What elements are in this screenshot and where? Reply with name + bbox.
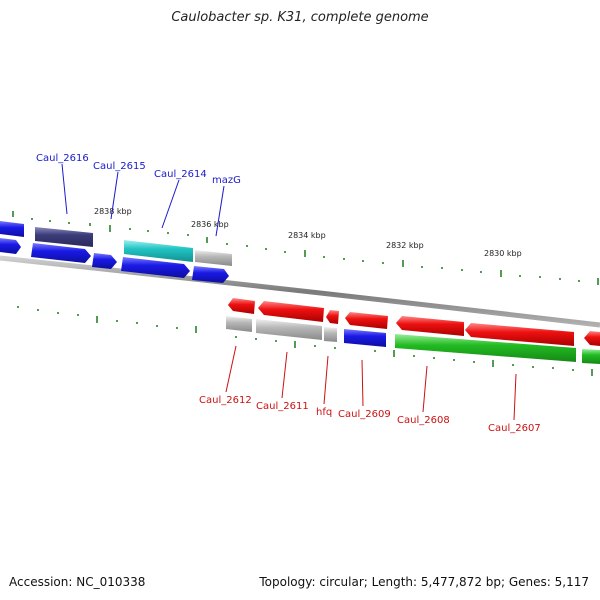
gene-box-caul-2608[interactable] bbox=[395, 334, 576, 362]
lower-label-leaders bbox=[225, 345, 517, 421]
gene-arrow-offscreen-2[interactable] bbox=[0, 238, 21, 254]
gene-box-caul-2609[interactable] bbox=[344, 329, 386, 347]
kbp-label-2832: 2832 kbp bbox=[386, 241, 424, 250]
gene-arrow-caul-2607-red[interactable] bbox=[465, 323, 574, 346]
gene-arrow-caul-2614[interactable] bbox=[124, 240, 193, 262]
map-title: Caulobacter sp. K31, complete genome bbox=[171, 10, 429, 25]
gene-arrow-offscreen-1[interactable] bbox=[0, 221, 24, 237]
upper-label-leaders bbox=[61, 163, 225, 237]
gene-arrow-hfq-red[interactable] bbox=[326, 310, 339, 324]
kbp-label-2836: 2836 kbp bbox=[191, 220, 229, 229]
accession-text: Accession: NC_010338 bbox=[9, 575, 146, 589]
gene-box-caul-2607-edge[interactable] bbox=[582, 349, 600, 364]
gene-arrow-caul-2615[interactable] bbox=[92, 253, 117, 269]
gene-arrow-caul-2616-b[interactable] bbox=[31, 243, 91, 263]
gene-arrow-red-edge[interactable] bbox=[584, 331, 600, 346]
gene-box-caul-2611[interactable] bbox=[256, 319, 322, 340]
gene-arrow-caul-2616[interactable] bbox=[35, 227, 93, 247]
gene-label-caul-2609: Caul_2609 bbox=[338, 409, 391, 420]
gene-label-caul-2615: Caul_2615 bbox=[93, 161, 146, 172]
kbp-label-2834: 2834 kbp bbox=[288, 231, 326, 240]
gene-box-caul-2612[interactable] bbox=[226, 316, 252, 332]
gene-arrow-caul-2608-red[interactable] bbox=[396, 316, 464, 336]
gene-arrow-red-1[interactable] bbox=[228, 298, 255, 314]
gene-label-caul-2608: Caul_2608 bbox=[397, 415, 450, 426]
lower-tick-marks bbox=[17, 306, 593, 376]
gene-label-caul-2612: Caul_2612 bbox=[199, 395, 252, 406]
kbp-label-2830: 2830 kbp bbox=[484, 249, 522, 258]
gene-label-caul-2614: Caul_2614 bbox=[154, 169, 207, 180]
gene-label-caul-2611: Caul_2611 bbox=[256, 401, 309, 412]
gene-arrow-caul-2611-red[interactable] bbox=[258, 301, 324, 322]
lower-strand-genes bbox=[226, 298, 600, 364]
upper-tick-marks bbox=[12, 211, 599, 285]
gene-arrow-mazg[interactable] bbox=[195, 250, 232, 266]
gene-arrow-caul-2609-red[interactable] bbox=[345, 312, 388, 329]
genome-summary-text: Topology: circular; Length: 5,477,872 bp… bbox=[259, 575, 589, 589]
genome-backbone bbox=[0, 255, 600, 328]
gene-arrow-caul-2615-b[interactable] bbox=[121, 257, 190, 278]
gene-label-caul-2616: Caul_2616 bbox=[36, 153, 89, 164]
gene-label-hfq: hfq bbox=[316, 407, 332, 418]
upper-strand-genes bbox=[0, 221, 232, 283]
gene-label-mazg: mazG bbox=[212, 175, 241, 186]
gene-label-caul-2607: Caul_2607 bbox=[488, 423, 541, 434]
gene-box-hfq[interactable] bbox=[324, 327, 337, 342]
kbp-label-2838: 2838 kbp bbox=[94, 207, 132, 216]
gene-arrow-mazg-b[interactable] bbox=[192, 266, 229, 283]
